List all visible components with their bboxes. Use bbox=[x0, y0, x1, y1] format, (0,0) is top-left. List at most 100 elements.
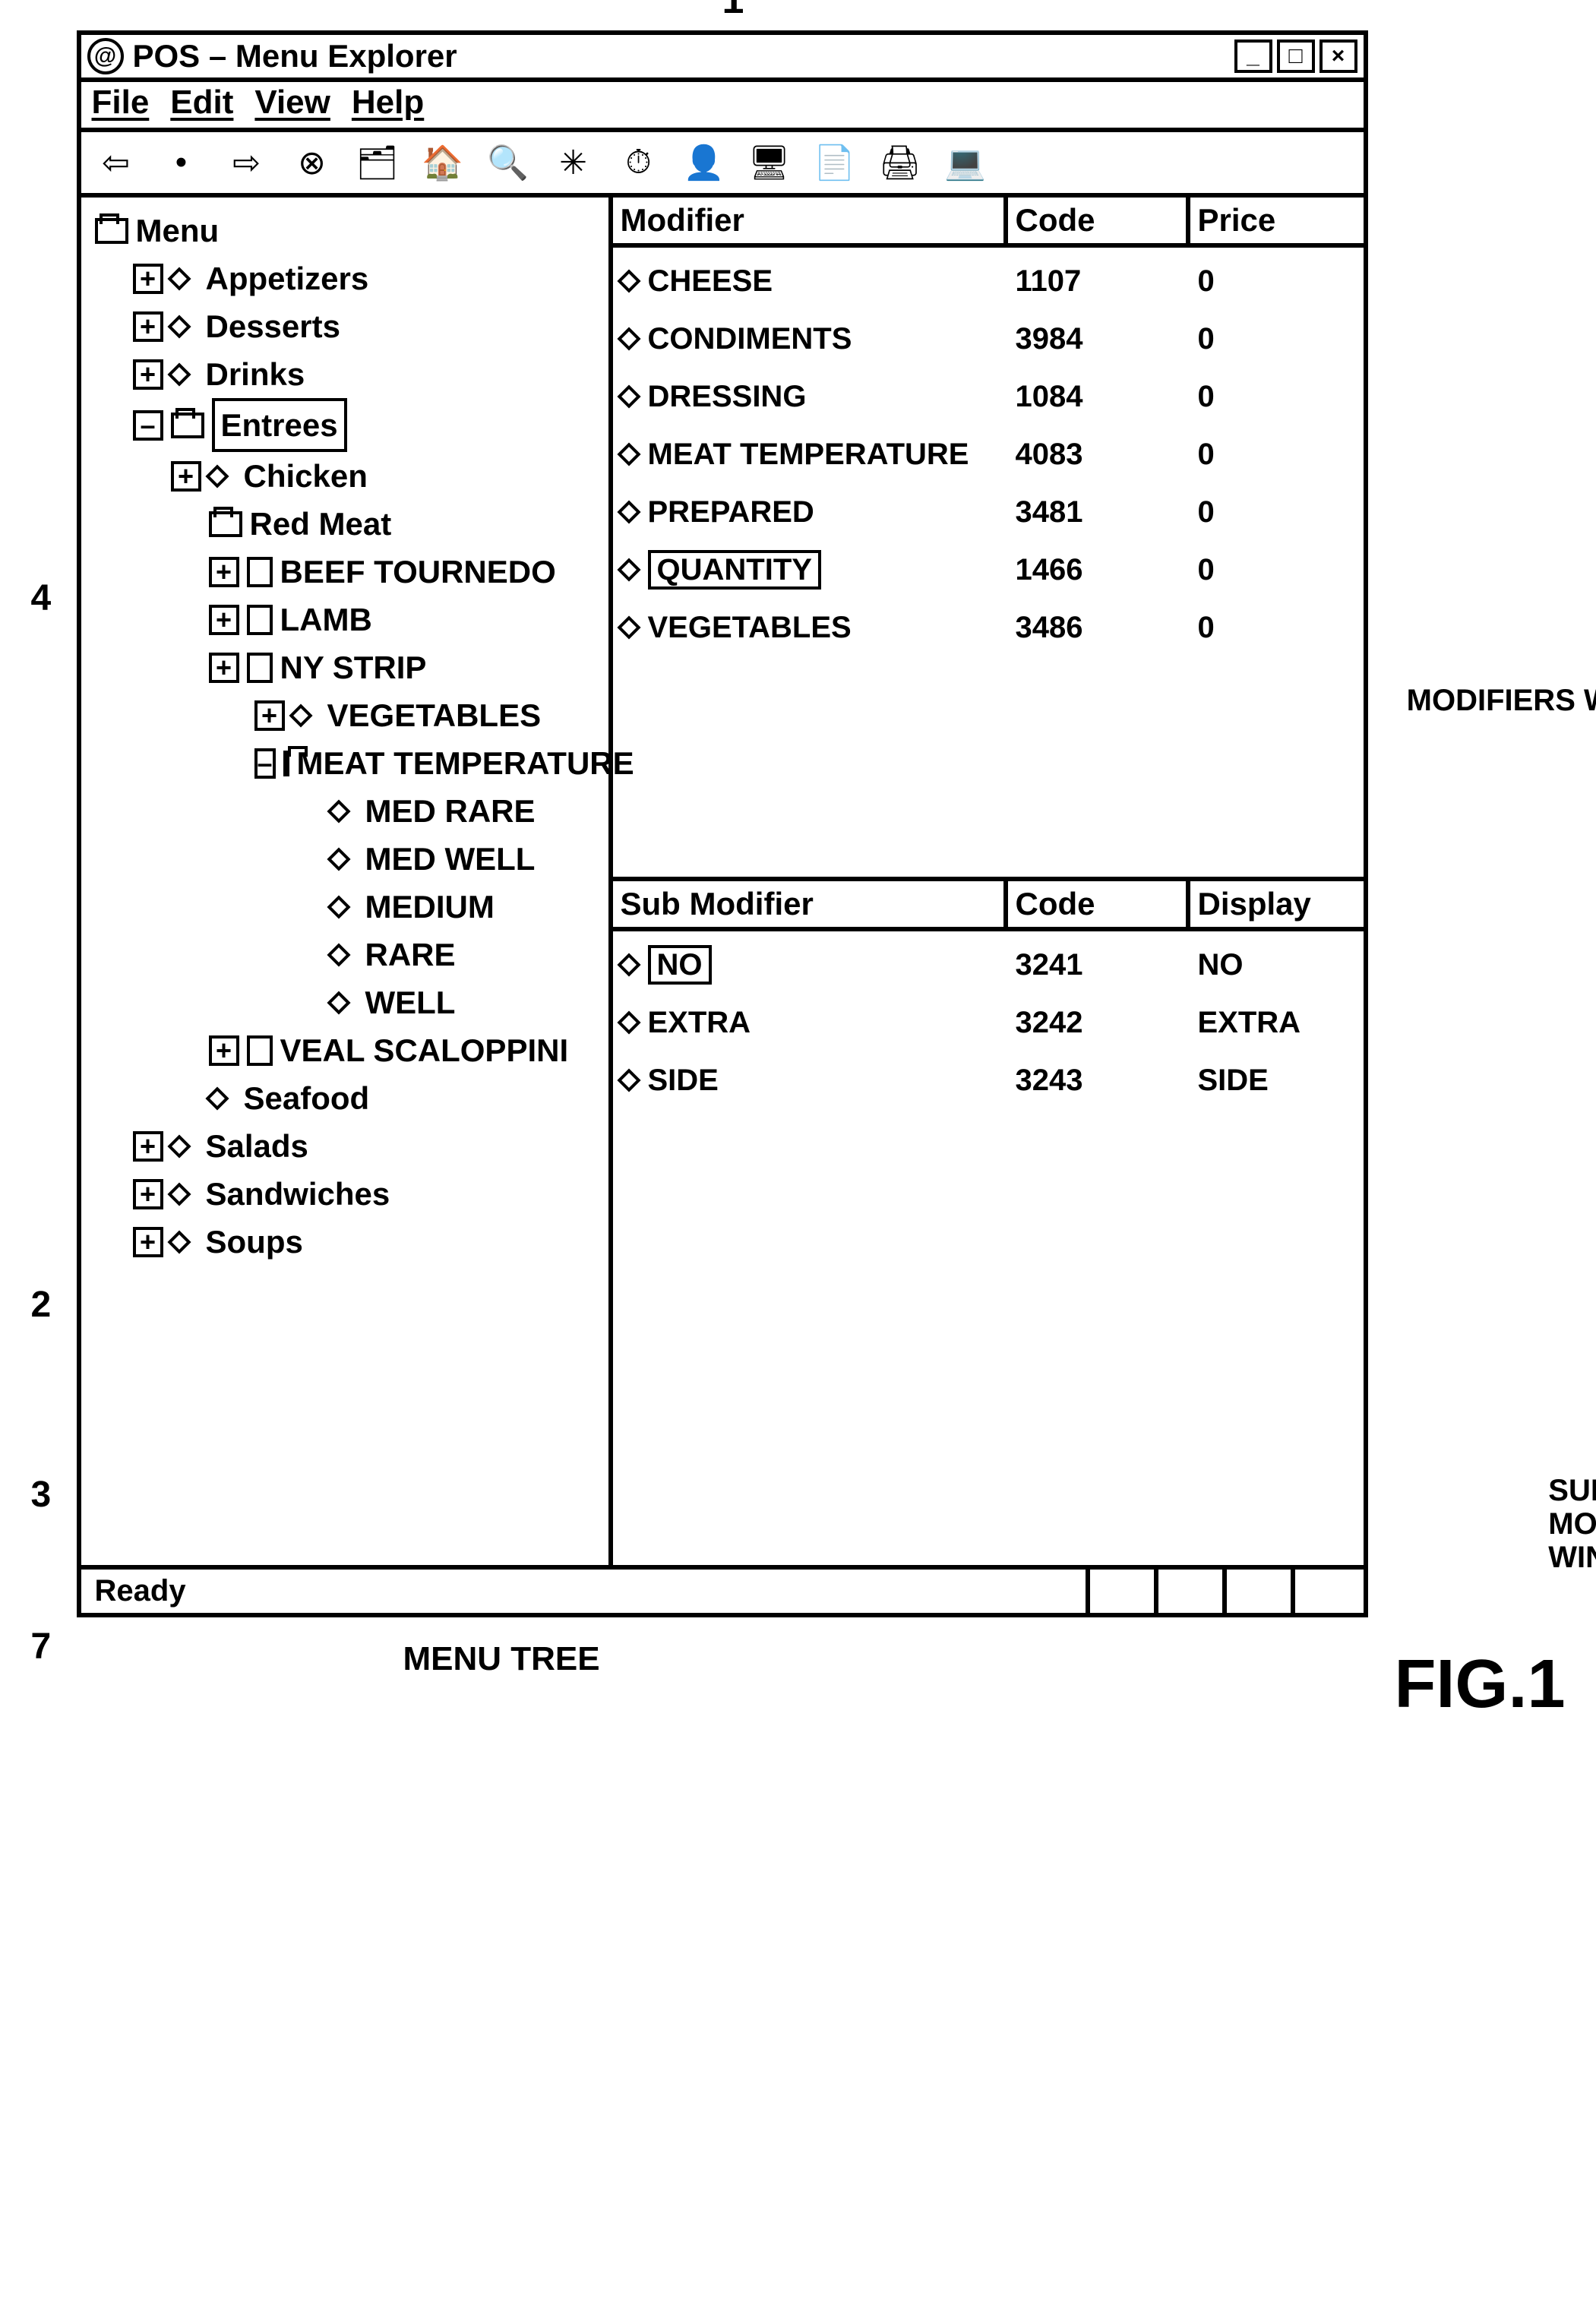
menu-help[interactable]: Help bbox=[352, 84, 424, 122]
tree-item[interactable]: Seafood bbox=[95, 1074, 599, 1122]
toolbar-btn-9[interactable]: 👤 bbox=[680, 138, 728, 187]
tree-item-label: Seafood bbox=[244, 1074, 370, 1122]
tree-item[interactable]: +Desserts bbox=[95, 302, 599, 350]
expand-icon[interactable]: + bbox=[209, 605, 239, 635]
tree-item[interactable]: WELL bbox=[95, 978, 599, 1026]
diamond-icon bbox=[617, 500, 640, 523]
col-code[interactable]: Code bbox=[1008, 881, 1190, 927]
toolbar-btn-7[interactable]: ✳ bbox=[549, 138, 598, 187]
tree-item[interactable]: MEDIUM bbox=[95, 883, 599, 931]
submodifier-row[interactable]: NO3241NO bbox=[613, 936, 1364, 994]
col-modifier[interactable]: Modifier bbox=[613, 198, 1008, 243]
toolbar-btn-12[interactable]: 🖨 bbox=[876, 138, 924, 187]
tree-item[interactable]: + BEEF TOURNEDO bbox=[95, 548, 599, 596]
diamond-icon bbox=[617, 615, 640, 639]
toolbar-btn-8[interactable]: ⏱ bbox=[615, 138, 663, 187]
col-display[interactable]: Display bbox=[1190, 881, 1364, 927]
diamond-icon bbox=[617, 327, 640, 350]
tree-item-label: MED RARE bbox=[365, 787, 536, 835]
tree-item[interactable]: –MEAT TEMPERATURE bbox=[95, 739, 599, 787]
minimize-button[interactable]: _ bbox=[1234, 40, 1272, 73]
expand-icon[interactable]: + bbox=[171, 461, 201, 492]
tree-item[interactable]: MED WELL bbox=[95, 835, 599, 883]
diamond-icon bbox=[617, 953, 640, 976]
tree-item[interactable]: +Sandwiches bbox=[95, 1170, 599, 1218]
tree-root-row[interactable]: Menu bbox=[95, 207, 599, 254]
menu-view[interactable]: View bbox=[254, 84, 330, 122]
diamond-icon bbox=[167, 1230, 191, 1254]
modifier-row[interactable]: CHEESE11070 bbox=[613, 252, 1364, 310]
tree-item[interactable]: +Salads bbox=[95, 1122, 599, 1170]
submodifier-row[interactable]: SIDE3243SIDE bbox=[613, 1051, 1364, 1109]
modifiers-window-label: MODIFIERS WINDOW bbox=[1407, 684, 1596, 717]
expand-icon[interactable]: + bbox=[133, 264, 163, 294]
submodifier-name: NO bbox=[613, 936, 1008, 994]
expand-icon[interactable]: + bbox=[133, 1179, 163, 1209]
modifier-row[interactable]: MEAT TEMPERATURE40830 bbox=[613, 425, 1364, 483]
toolbar-btn-1[interactable]: • bbox=[157, 138, 206, 187]
diamond-icon bbox=[327, 895, 350, 918]
modifier-row[interactable]: PREPARED34810 bbox=[613, 483, 1364, 541]
expand-icon[interactable]: + bbox=[133, 1131, 163, 1162]
tree-item[interactable]: +VEAL SCALOPPINI bbox=[95, 1026, 599, 1074]
expand-icon[interactable]: + bbox=[133, 311, 163, 342]
diamond-icon bbox=[617, 558, 640, 581]
tree-item[interactable]: RARE bbox=[95, 931, 599, 978]
tree-item[interactable]: +Drinks bbox=[95, 350, 599, 398]
modifiers-pane: Modifier Code Price CHEESE11070CONDIMENT… bbox=[613, 198, 1364, 881]
toolbar-btn-3[interactable]: ⊗ bbox=[288, 138, 337, 187]
expand-icon[interactable]: + bbox=[133, 359, 163, 390]
menu-file[interactable]: File bbox=[92, 84, 150, 122]
diamond-icon bbox=[617, 269, 640, 292]
modifier-code: 1466 bbox=[1008, 541, 1190, 599]
expand-icon[interactable]: – bbox=[254, 748, 276, 779]
modifier-row[interactable]: QUANTITY14660 bbox=[613, 541, 1364, 599]
tree-item[interactable]: Red Meat bbox=[95, 500, 599, 548]
modifier-code: 3486 bbox=[1008, 599, 1190, 656]
toolbar-btn-10[interactable]: 🖥 bbox=[745, 138, 794, 187]
toolbar-btn-0[interactable]: ⇦ bbox=[92, 138, 141, 187]
maximize-button[interactable]: □ bbox=[1277, 40, 1315, 73]
toolbar-btn-5[interactable]: 🏠 bbox=[419, 138, 467, 187]
col-price[interactable]: Price bbox=[1190, 198, 1364, 243]
modifier-row[interactable]: CONDIMENTS39840 bbox=[613, 310, 1364, 368]
expand-icon[interactable]: + bbox=[209, 557, 239, 587]
tree-item-label: BEEF TOURNEDO bbox=[280, 548, 556, 596]
folder-icon bbox=[283, 751, 289, 776]
tree-item[interactable]: +Chicken bbox=[95, 452, 599, 500]
modifier-row[interactable]: DRESSING10840 bbox=[613, 368, 1364, 425]
toolbar-btn-6[interactable]: 🔍 bbox=[484, 138, 533, 187]
toolbar-btn-2[interactable]: ⇨ bbox=[223, 138, 271, 187]
diamond-icon bbox=[617, 442, 640, 466]
expand-icon[interactable]: + bbox=[209, 1035, 239, 1066]
col-code[interactable]: Code bbox=[1008, 198, 1190, 243]
expand-icon[interactable]: + bbox=[133, 1227, 163, 1257]
modifier-name: DRESSING bbox=[613, 368, 1008, 425]
toolbar-btn-13[interactable]: 💻 bbox=[941, 138, 990, 187]
close-button[interactable]: × bbox=[1319, 40, 1357, 73]
tree-item[interactable]: +Soups bbox=[95, 1218, 599, 1266]
tree-item[interactable]: +NY STRIP bbox=[95, 643, 599, 691]
menu-edit[interactable]: Edit bbox=[170, 84, 233, 122]
col-submodifier[interactable]: Sub Modifier bbox=[613, 881, 1008, 927]
modifier-row[interactable]: VEGETABLES34860 bbox=[613, 599, 1364, 656]
tree-item-label: VEGETABLES bbox=[327, 691, 542, 739]
tree-item[interactable]: + VEGETABLES bbox=[95, 691, 599, 739]
tree-item[interactable]: +LAMB bbox=[95, 596, 599, 643]
modifier-code: 3481 bbox=[1008, 483, 1190, 541]
page-icon bbox=[247, 653, 273, 683]
tree-item[interactable]: MED RARE bbox=[95, 787, 599, 835]
toolbar-btn-4[interactable]: 🗂 bbox=[353, 138, 402, 187]
expand-icon[interactable]: – bbox=[133, 410, 163, 441]
tree-item[interactable]: –Entrees bbox=[95, 398, 599, 452]
diamond-icon bbox=[205, 464, 229, 488]
submodifier-row[interactable]: EXTRA3242EXTRA bbox=[613, 994, 1364, 1051]
expand-icon[interactable]: + bbox=[209, 653, 239, 683]
tree-item[interactable]: +Appetizers bbox=[95, 254, 599, 302]
menu-tree-label: MENU TREE bbox=[403, 1640, 600, 1678]
toolbar-btn-11[interactable]: 📄 bbox=[811, 138, 859, 187]
tree-item-label: WELL bbox=[365, 978, 456, 1026]
modifier-code: 3984 bbox=[1008, 310, 1190, 368]
expand-icon[interactable]: + bbox=[254, 700, 285, 731]
modifier-price: 0 bbox=[1190, 425, 1364, 483]
